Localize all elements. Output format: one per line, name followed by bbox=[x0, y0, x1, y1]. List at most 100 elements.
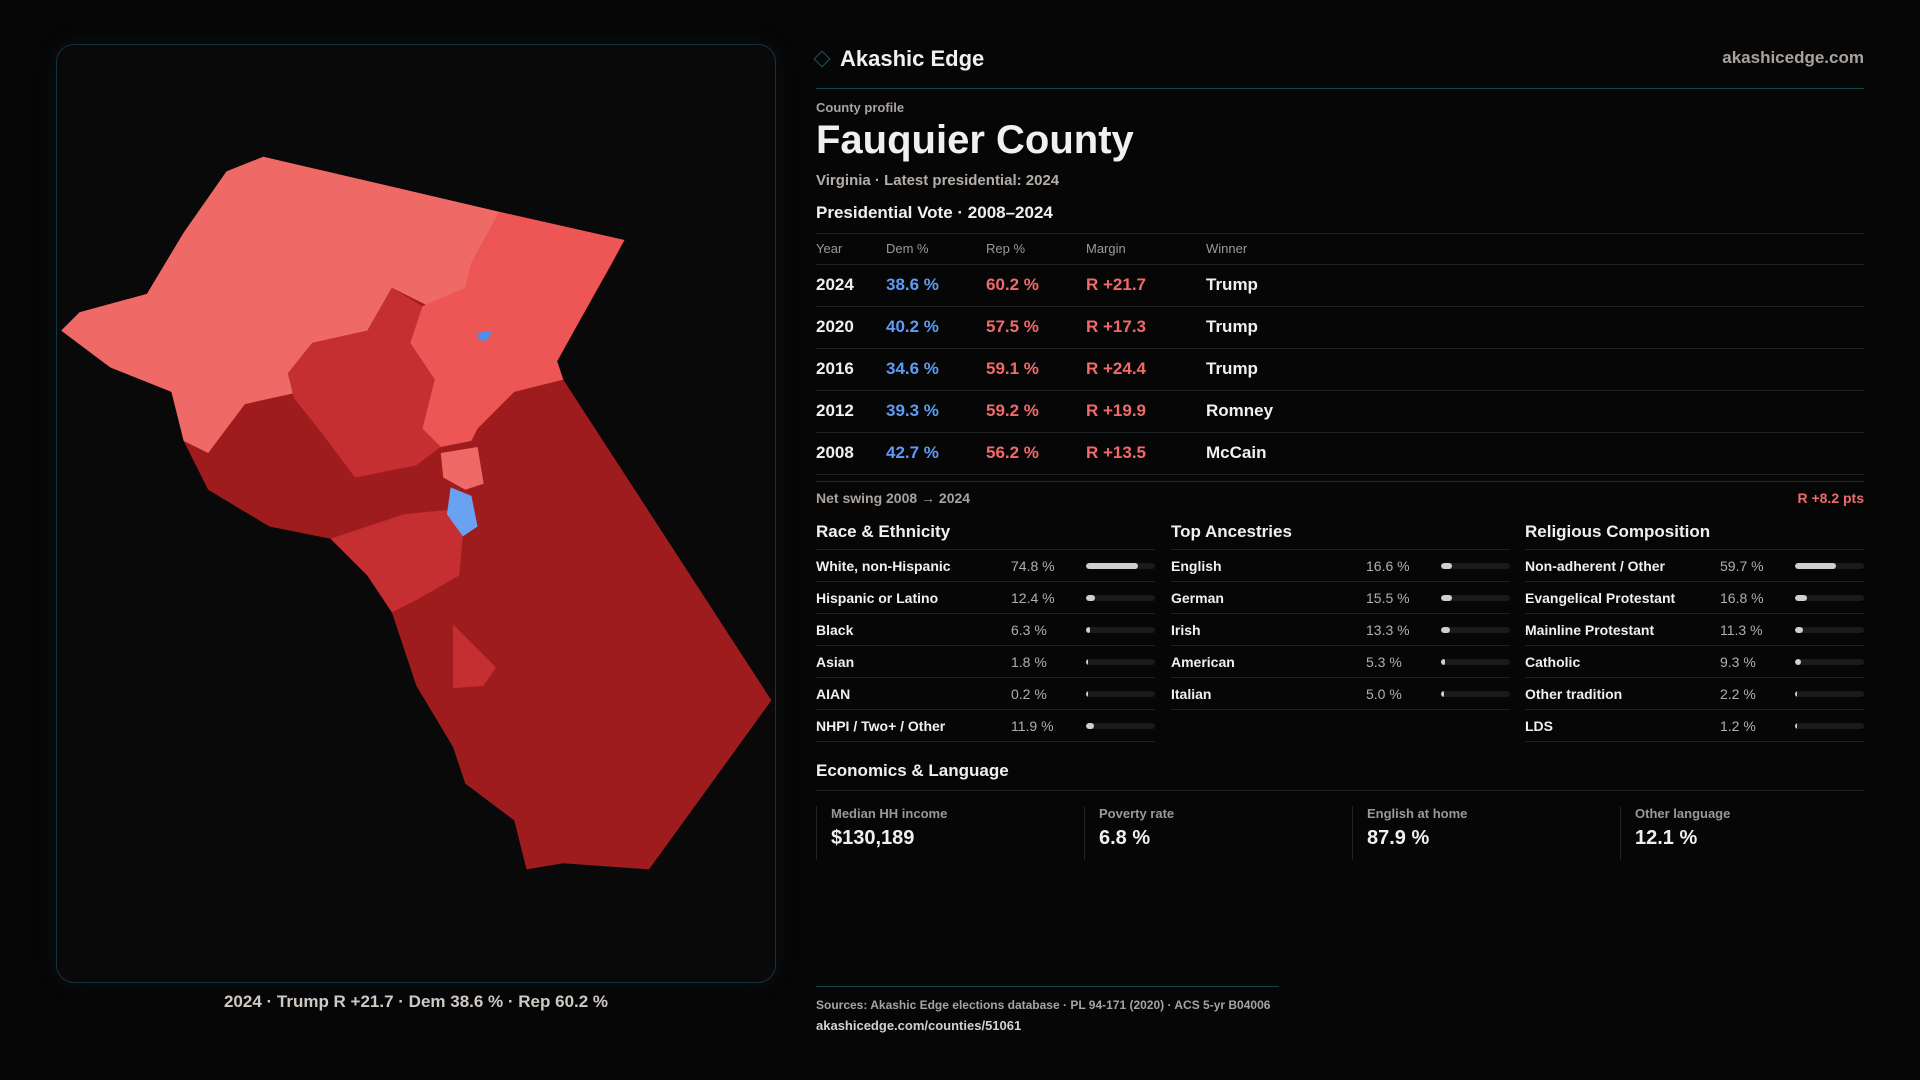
item-label: AIAN bbox=[816, 686, 851, 702]
map-region-central[interactable] bbox=[287, 287, 441, 478]
map-caption: 2024 · Trump R +21.7 · Dem 38.6 % · Rep … bbox=[223, 992, 609, 1011]
progress-fill bbox=[1795, 563, 1837, 569]
cell-rep: 56.2 % bbox=[986, 432, 1086, 475]
section-ancestry: Top Ancestries English 16.6 % German 15.5 % I… bbox=[1171, 520, 1510, 710]
item-label: Evangelical Protestant bbox=[1525, 590, 1676, 606]
cell-dem: 42.7 % bbox=[886, 432, 986, 475]
progress-bar bbox=[1441, 659, 1510, 665]
item-label: Italian bbox=[1171, 686, 1212, 702]
progress-fill bbox=[1441, 627, 1451, 633]
cell-dem: 40.2 % bbox=[886, 306, 986, 349]
progress-bar bbox=[1441, 563, 1510, 569]
item-value: 6.3 % bbox=[1011, 622, 1047, 638]
footer-divider bbox=[816, 986, 1279, 987]
item-value: 9.3 % bbox=[1720, 654, 1756, 670]
map-region-town[interactable] bbox=[440, 446, 484, 490]
item-value: 11.9 % bbox=[1011, 718, 1054, 734]
table-row[interactable]: 2012 39.3 % 59.2 % R +19.9 Romney bbox=[816, 390, 1864, 433]
cell-year: 2008 bbox=[816, 432, 886, 475]
item-value: 59.7 % bbox=[1720, 558, 1764, 574]
map-region-dem-town[interactable] bbox=[446, 487, 478, 537]
cell-year: 2024 bbox=[816, 264, 886, 307]
cell-winner: Trump bbox=[1206, 348, 1864, 391]
list-item: LDS 1.2 % bbox=[1525, 710, 1864, 742]
item-label: Mainline Protestant bbox=[1525, 622, 1655, 638]
progress-fill bbox=[1795, 595, 1807, 601]
item-value: 74.8 % bbox=[1011, 558, 1055, 574]
cell-winner: Romney bbox=[1206, 390, 1864, 433]
item-label: Irish bbox=[1171, 622, 1201, 638]
progress-bar bbox=[1086, 563, 1155, 569]
stat-card: Median HH income $130,189 bbox=[816, 806, 1084, 860]
map-region-warrenton[interactable] bbox=[330, 508, 466, 613]
progress-fill bbox=[1086, 723, 1095, 729]
cell-margin: R +19.9 bbox=[1086, 390, 1206, 433]
item-label: NHPI / Two+ / Other bbox=[816, 718, 946, 734]
page-title: Fauquier County bbox=[816, 118, 1134, 162]
progress-bar bbox=[1795, 595, 1864, 601]
progress-bar bbox=[1086, 723, 1155, 729]
map-region-dem-spot[interactable] bbox=[477, 330, 493, 341]
item-value: 2.2 % bbox=[1720, 686, 1756, 702]
table-row[interactable]: 2024 38.6 % 60.2 % R +21.7 Trump bbox=[816, 264, 1864, 307]
cell-rep: 59.1 % bbox=[986, 348, 1086, 391]
item-label: Non-adherent / Other bbox=[1525, 558, 1666, 574]
progress-fill bbox=[1086, 595, 1095, 601]
table-header: Year Dem % Rep % Margin Winner bbox=[816, 234, 1864, 265]
progress-bar bbox=[1086, 595, 1155, 601]
cell-rep: 59.2 % bbox=[986, 390, 1086, 433]
item-value: 13.3 % bbox=[1366, 622, 1410, 638]
list-item: AIAN 0.2 % bbox=[816, 678, 1155, 710]
stat-value: 87.9 % bbox=[1367, 827, 1430, 849]
item-label: Asian bbox=[816, 654, 855, 670]
col-winner: Winner bbox=[1206, 234, 1864, 265]
progress-fill bbox=[1086, 659, 1088, 665]
section-heading: Religious Composition bbox=[1525, 520, 1864, 550]
progress-bar bbox=[1441, 627, 1510, 633]
map-region-northeast[interactable] bbox=[410, 211, 625, 447]
table-row[interactable]: 2020 40.2 % 57.5 % R +17.3 Trump bbox=[816, 306, 1864, 349]
source-url[interactable]: akashicedge.com/counties/51061 bbox=[816, 1018, 1022, 1033]
cell-year: 2020 bbox=[816, 306, 886, 349]
sources: Sources: Akashic Edge elections database… bbox=[816, 998, 1271, 1012]
progress-bar bbox=[1441, 691, 1510, 697]
economics-heading: Economics & Language bbox=[816, 761, 1009, 780]
progress-fill bbox=[1086, 563, 1138, 569]
site-link[interactable]: akashicedge.com bbox=[1722, 48, 1864, 67]
progress-bar bbox=[1795, 563, 1864, 569]
item-label: Other tradition bbox=[1525, 686, 1623, 702]
item-value: 11.3 % bbox=[1720, 622, 1763, 638]
logo-diamond-icon bbox=[813, 50, 831, 68]
progress-bar bbox=[1795, 659, 1864, 665]
stat-value: 12.1 % bbox=[1635, 827, 1698, 849]
item-label: English bbox=[1171, 558, 1222, 574]
divider bbox=[816, 481, 1864, 482]
subtitle: Virginia · Latest presidential: 2024 bbox=[816, 172, 1060, 189]
item-value: 15.5 % bbox=[1366, 590, 1410, 606]
item-label: American bbox=[1171, 654, 1235, 670]
list-item: Italian 5.0 % bbox=[1171, 678, 1510, 710]
map-region-northwest[interactable] bbox=[61, 156, 500, 454]
stat-card: English at home 87.9 % bbox=[1352, 806, 1620, 860]
col-margin: Margin bbox=[1086, 234, 1206, 265]
cell-year: 2016 bbox=[816, 348, 886, 391]
cell-winner: Trump bbox=[1206, 264, 1864, 307]
list-item: German 15.5 % bbox=[1171, 582, 1510, 614]
cell-dem: 34.6 % bbox=[886, 348, 986, 391]
cell-margin: R +21.7 bbox=[1086, 264, 1206, 307]
cell-year: 2012 bbox=[816, 390, 886, 433]
list-item: Asian 1.8 % bbox=[816, 646, 1155, 678]
divider bbox=[816, 233, 1864, 234]
progress-fill bbox=[1441, 595, 1452, 601]
table-row[interactable]: 2008 42.7 % 56.2 % R +13.5 McCain bbox=[816, 432, 1864, 475]
list-item: Non-adherent / Other 59.7 % bbox=[1525, 550, 1864, 582]
col-dem: Dem % bbox=[886, 234, 986, 265]
brand[interactable]: Akashic Edge bbox=[813, 46, 984, 72]
divider bbox=[816, 790, 1864, 791]
progress-bar bbox=[1086, 627, 1155, 633]
progress-fill bbox=[1795, 659, 1802, 665]
map-region-south-patch[interactable] bbox=[453, 624, 496, 689]
table-row[interactable]: 2016 34.6 % 59.1 % R +24.4 Trump bbox=[816, 348, 1864, 391]
header-divider bbox=[816, 88, 1864, 89]
